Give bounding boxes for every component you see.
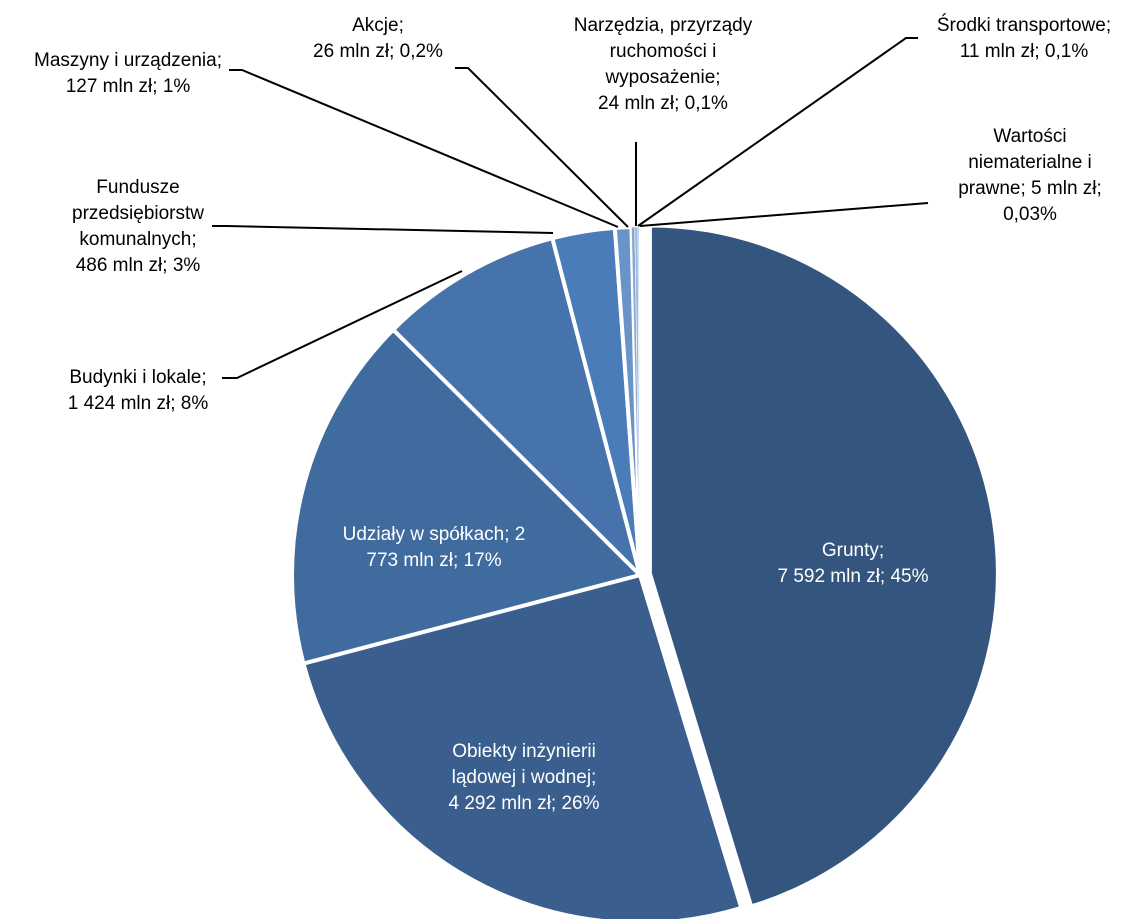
- pie-slices: [290, 223, 1000, 919]
- data-label-line: 11 mln zł; 0,1%: [960, 41, 1089, 62]
- data-label-budynki-i-lokale: Budynki i lokale; 1 424 mln zł; 8%: [68, 367, 209, 414]
- data-label-line: wyposażenie;: [604, 67, 720, 88]
- data-label-line: 1 424 mln zł; 8%: [68, 393, 209, 414]
- leader-line-akcje: [455, 67, 629, 228]
- data-label-fundusze-przedsiebiorstw-komunalnych: Fundusze przedsiębiorstw komunalnych; 486 m…: [72, 177, 204, 276]
- data-label-line: Akcje;: [352, 15, 404, 36]
- data-label-akcje: Akcje; 26 mln zł; 0,2%: [313, 15, 443, 62]
- data-label-obiekty-inzynierii-ladowej-i-wodnej: Obiekty inżynierii lądowej i wodnej; 4 292…: [448, 741, 599, 814]
- data-label-srodki-transportowe: Środki transportowe; 11 mln zł; 0,1%: [937, 14, 1111, 62]
- leader-line-fundusze-przedsiebiorstw-komunalnych: [212, 225, 554, 234]
- pie-slice-udzialy-w-spolkach: [290, 327, 642, 666]
- pie-slice-grunty: [647, 223, 1000, 909]
- data-label-line: ruchomości i: [610, 41, 717, 62]
- data-label-maszyny-i-urzadzenia: Maszyny i urządzenia; 127 mln zł; 1%: [34, 50, 222, 97]
- data-label-line: Wartości: [993, 126, 1066, 147]
- data-label-line: lądowej i wodnej;: [452, 767, 597, 788]
- data-label-line: 7 592 mln zł; 45%: [777, 566, 928, 587]
- data-label-line: 26 mln zł; 0,2%: [313, 41, 443, 62]
- data-label-line: Fundusze: [96, 177, 179, 198]
- leader-line-wartosci-niematerialne-i-prawne: [639, 202, 929, 227]
- data-label-line: Narzędzia, przyrządy: [574, 15, 753, 36]
- data-label-udzialy-w-spolkach: Udziały w spółkach; 2 773 mln zł; 17%: [343, 524, 526, 571]
- pie-slice-obiekty-inzynierii-ladowej-i-wodnej: [301, 573, 744, 919]
- data-label-line: 4 292 mln zł; 26%: [448, 793, 599, 814]
- data-label-line: Obiekty inżynierii: [452, 741, 596, 762]
- data-label-line: 0,03%: [1003, 204, 1057, 225]
- data-label-line: Środki transportowe;: [937, 14, 1111, 36]
- data-label-line: Maszyny i urządzenia;: [34, 50, 222, 71]
- data-label-line: Udziały w spółkach; 2: [343, 524, 526, 545]
- data-label-line: 127 mln zł; 1%: [66, 76, 191, 97]
- data-label-line: 486 mln zł; 3%: [76, 255, 201, 276]
- data-label-wartosci-niematerialne-i-prawne: Wartości niematerialne i prawne; 5 mln zł;…: [958, 126, 1102, 225]
- leader-line-budynki-i-lokale: [222, 270, 463, 379]
- pie-slice-wartosci-niematerialne-i-prawne: [639, 226, 641, 576]
- data-label-line: 773 mln zł; 17%: [366, 550, 501, 571]
- data-label-line: prawne; 5 mln zł;: [958, 178, 1102, 199]
- data-label-line: komunalnych;: [79, 229, 196, 250]
- data-label-line: Grunty;: [822, 540, 884, 561]
- data-label-line: Budynki i lokale;: [69, 367, 206, 388]
- leader-line-maszyny-i-urzadzenia: [229, 69, 619, 228]
- pie-slice-budynki-i-lokale: [391, 236, 642, 577]
- slice-labels: Grunty; 7 592 mln zł; 45% Obiekty inżynier…: [34, 14, 1111, 814]
- leader-lines: [212, 37, 929, 379]
- leader-line-srodki-transportowe: [637, 37, 918, 227]
- data-label-line: niematerialne i: [968, 152, 1092, 173]
- data-label-grunty: Grunty; 7 592 mln zł; 45%: [777, 540, 928, 587]
- data-label-line: 24 mln zł; 0,1%: [598, 93, 728, 114]
- data-label-line: przedsiębiorstw: [72, 203, 204, 224]
- data-label-narzedzia-przyrzady-ruchomosci-i-wyposazenie: Narzędzia, przyrządy ruchomości i wyposaże…: [574, 15, 753, 114]
